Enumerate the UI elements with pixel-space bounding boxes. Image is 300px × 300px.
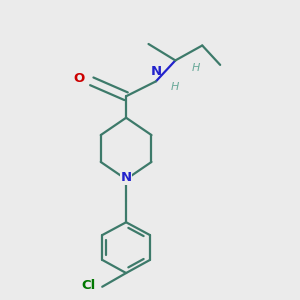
Text: O: O <box>73 72 84 86</box>
Text: H: H <box>192 63 200 73</box>
Text: N: N <box>150 65 161 78</box>
Text: Cl: Cl <box>81 279 96 292</box>
Text: N: N <box>121 171 132 184</box>
Text: H: H <box>170 82 179 92</box>
